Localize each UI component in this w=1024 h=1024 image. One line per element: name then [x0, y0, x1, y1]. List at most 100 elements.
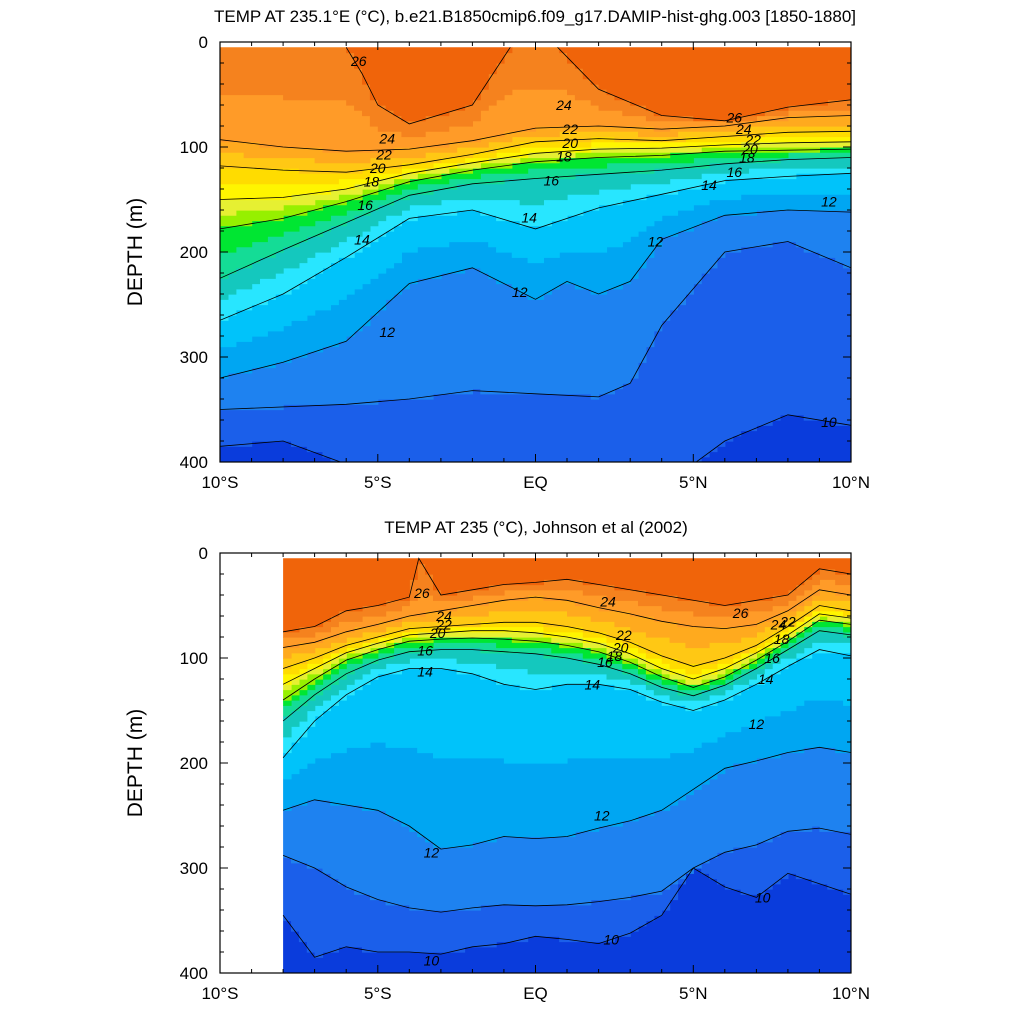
y-tick-label: 0: [199, 544, 208, 563]
contour-label: 24: [599, 593, 616, 609]
contour-label: 10: [755, 889, 771, 905]
contour-label: 22: [561, 121, 578, 137]
contour-label: 26: [732, 605, 749, 621]
contour-label: 12: [749, 716, 765, 732]
temperature-band-24: [283, 579, 851, 649]
contour-label: 10: [424, 952, 440, 968]
contour-label: 22: [615, 627, 632, 643]
isotherm-14: [220, 172, 851, 321]
isotherm-24: [220, 115, 851, 152]
isotherm-10: [220, 414, 851, 462]
contour-label: 24: [378, 131, 395, 147]
isotherm-14: [282, 649, 851, 759]
contour-label: 14: [354, 231, 370, 247]
isotherm-26: [345, 47, 511, 125]
temperature-band-10: [220, 241, 851, 462]
contour-lines: [282, 557, 851, 958]
isotherm-11: [282, 827, 851, 913]
temperature-band-11: [283, 747, 851, 911]
temperature-band-13: [220, 173, 851, 348]
temperature-band-19: [283, 616, 851, 691]
temperature-band-25: [283, 563, 851, 638]
temperature-band-16: [283, 626, 851, 717]
contour-label: 14: [585, 676, 601, 692]
contour-label: 16: [597, 654, 613, 670]
contour-label: 16: [357, 197, 373, 213]
contour-label: 22: [744, 132, 761, 148]
x-tick-label: 5°S: [364, 984, 392, 1003]
temperature-band-12: [220, 194, 851, 379]
isotherm-10: [282, 867, 851, 958]
contour-label: 12: [424, 844, 440, 860]
x-tick-label: 5°N: [679, 984, 708, 1003]
x-tick-label: 10°S: [201, 473, 238, 492]
contour-label: 24: [435, 608, 452, 624]
x-tick-label: 10°N: [832, 473, 870, 492]
y-tick-label: 300: [180, 348, 208, 367]
y-tick-label: 0: [199, 33, 208, 52]
y-tick-label: 400: [180, 453, 208, 472]
temperature-band-24: [220, 89, 851, 153]
temperature-band-9: [220, 414, 851, 462]
temperature-band-26: [346, 47, 851, 122]
y-tick-label: 400: [180, 964, 208, 983]
y-axis-label: DEPTH (m): [124, 198, 147, 307]
contour-label: 20: [429, 625, 446, 641]
contour-label: 20: [741, 141, 758, 157]
contour-label: 18: [607, 648, 623, 664]
temperature-band-22: [220, 126, 851, 174]
isotherm-24: [283, 589, 851, 648]
y-axis: 0 100 200 300 400: [180, 33, 851, 472]
x-tick-label: 5°N: [679, 473, 708, 492]
y-tick-label: 100: [180, 649, 208, 668]
temperature-band-9: [283, 868, 851, 973]
contour-label: 24: [735, 121, 752, 137]
isotherm-11: [220, 241, 851, 410]
contour-fills: [220, 47, 851, 462]
contour-label: 20: [561, 135, 578, 151]
x-tick-label: 5°S: [364, 473, 392, 492]
temperature-band-22: [283, 600, 851, 670]
contour-label: 18: [774, 631, 790, 647]
y-tick-label: 300: [180, 859, 208, 878]
contour-lines: [220, 47, 851, 462]
temperature-band-21: [220, 131, 851, 185]
contour-label: 18: [739, 150, 755, 166]
model-temperature-panel: TEMP AT 235.1°E (°C), b.e21.B1850cmip6.f…: [124, 7, 870, 492]
contour-label: 16: [726, 164, 742, 180]
contour-label: 24: [555, 97, 572, 113]
contour-fills: [283, 558, 851, 973]
contour-label: 16: [417, 643, 433, 659]
isotherm-20: [282, 613, 851, 685]
contour-label: 20: [369, 160, 386, 176]
temperature-band-11: [220, 210, 851, 411]
temperature-band-23: [283, 589, 851, 659]
temperature-band-26: [283, 558, 851, 633]
contour-label: 22: [375, 146, 392, 162]
contour-label: 12: [594, 808, 610, 824]
isotherm-12: [220, 209, 851, 379]
isotherm-18: [220, 148, 851, 230]
temperature-band-15: [220, 157, 851, 300]
contour-labels: 2624222016142426222018161424221816141212…: [413, 585, 796, 969]
contour-label: 14: [758, 671, 774, 687]
x-tick-label: 10°N: [832, 984, 870, 1003]
isotherm-16: [282, 630, 851, 722]
contour-field: 2624222016142426222018161424221816141212…: [282, 557, 851, 973]
temperature-band-15: [283, 631, 851, 738]
contour-label: 26: [413, 585, 430, 601]
temperature-band-12: [283, 700, 851, 848]
x-tick-label: EQ: [523, 984, 548, 1003]
contour-label: 18: [364, 174, 380, 190]
contour-label: 14: [521, 209, 537, 225]
contour-label: 18: [556, 148, 572, 164]
contour-label: 16: [543, 173, 559, 189]
contour-label: 24: [770, 616, 787, 632]
temperature-band-14: [220, 168, 851, 321]
x-axis: 10°S 5°S EQ 5°N 10°N: [201, 553, 870, 1003]
panel-title: TEMP AT 235.1°E (°C), b.e21.B1850cmip6.f…: [214, 7, 856, 26]
temperature-band-19: [220, 141, 851, 216]
